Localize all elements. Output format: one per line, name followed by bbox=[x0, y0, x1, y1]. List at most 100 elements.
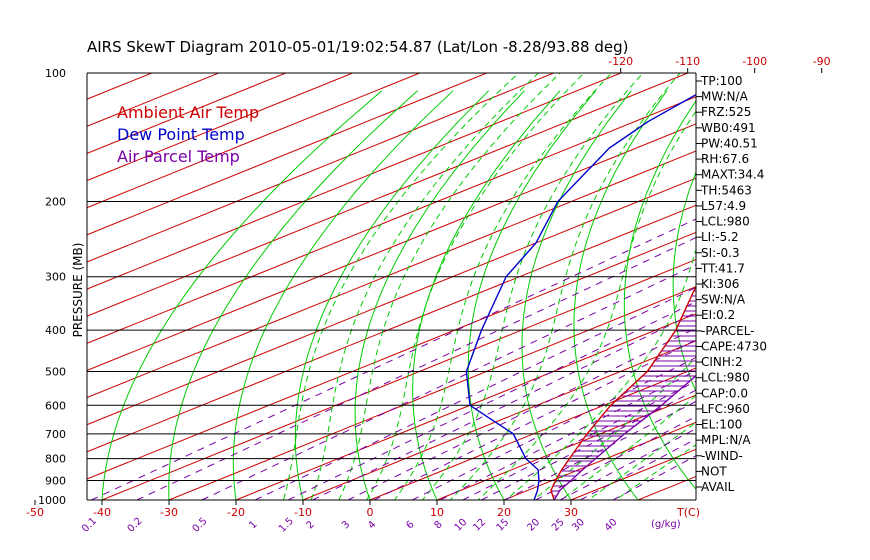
mixing-ratio-line bbox=[412, 356, 696, 500]
mixing-ratio-line bbox=[462, 380, 696, 500]
isotherm-line bbox=[87, 231, 696, 480]
pressure-tick-label: 800 bbox=[45, 453, 66, 466]
isotherm-line bbox=[772, 73, 870, 500]
bottom-temp-tick-label: 10 bbox=[430, 506, 444, 519]
mixing-ratio-line bbox=[580, 438, 696, 500]
dry-adiabat-line bbox=[467, 90, 597, 500]
bottom-temp-tick-label: -40 bbox=[93, 506, 111, 519]
mixing-ratio-line bbox=[255, 286, 696, 500]
mixing-ratio-tick-label: 4 bbox=[366, 519, 378, 531]
stability-index-label: EL:100 bbox=[701, 418, 742, 432]
chart-title: AIRS SkewT Diagram 2010-05-01/19:02:54.8… bbox=[87, 38, 628, 56]
legend-entry: Dew Point Temp bbox=[117, 125, 245, 144]
stability-index-label: LFC:960 bbox=[701, 402, 750, 416]
mixing-ratio-tick-label: 12 bbox=[471, 517, 488, 534]
isotherm-line bbox=[101, 258, 696, 500]
legend-entry: Ambient Air Temp bbox=[117, 103, 259, 122]
isotherm-line bbox=[302, 340, 696, 500]
bottom-temp-tick-label: 30 bbox=[564, 506, 578, 519]
stability-index-label: RH:67.6 bbox=[701, 152, 749, 166]
isotherm-line bbox=[436, 394, 696, 500]
bottom-temp-tick-label: 0 bbox=[367, 506, 374, 519]
isotherm-line bbox=[87, 73, 688, 317]
mixing-ratio-tick-label: 8 bbox=[433, 519, 445, 531]
mixing-ratio-tick-label: 40 bbox=[603, 517, 620, 534]
dry-adiabat-line bbox=[811, 91, 870, 509]
dry-adiabat-line bbox=[573, 90, 668, 500]
series-line-dew-point-temp bbox=[465, 93, 696, 500]
mixing-ratio-tick-label: 25 bbox=[550, 517, 567, 534]
stability-index-label: AVAIL bbox=[701, 480, 735, 494]
moist-adiabat-line bbox=[282, 73, 520, 500]
mixing-ratio-line bbox=[481, 389, 696, 500]
isotherm-line bbox=[87, 73, 353, 182]
dry-adiabat-line bbox=[412, 90, 561, 500]
stability-index-label: L57:4.9 bbox=[701, 199, 746, 213]
mixing-ratio-line bbox=[288, 301, 696, 500]
top-temp-tick-label: -90 bbox=[813, 55, 831, 68]
stability-index-label: -WIND- bbox=[701, 449, 743, 463]
dry-adiabat-line bbox=[623, 99, 696, 491]
stability-index-label: KI:306 bbox=[701, 277, 739, 291]
isotherm-line bbox=[87, 73, 487, 236]
stability-index-label: EI:0.2 bbox=[701, 308, 735, 322]
mixing-ratio-line bbox=[91, 218, 696, 500]
grid-lines bbox=[87, 73, 870, 509]
stability-index-label: SW:N/A bbox=[701, 293, 746, 307]
isotherm-line bbox=[87, 73, 554, 263]
dry-adiabat-line bbox=[672, 170, 696, 393]
stability-index-label: MW:N/A bbox=[701, 90, 749, 104]
bottom-temp-tick-label: 20 bbox=[497, 506, 511, 519]
mixing-ratio-tick-label: 1 bbox=[247, 519, 259, 531]
mixing-ratio-tick-label: 0.5 bbox=[191, 516, 210, 535]
legend-entry: Air Parcel Temp bbox=[117, 147, 240, 166]
mixing-ratio-tick-label: 30 bbox=[570, 517, 587, 534]
pressure-tick-label: 700 bbox=[45, 428, 66, 441]
moist-adiabat-line bbox=[614, 444, 696, 500]
stability-index-label: LCL:980 bbox=[701, 371, 750, 385]
moist-adiabat-line bbox=[449, 73, 681, 500]
stability-index-label: LI:-5.2 bbox=[701, 230, 739, 244]
stability-index-label: FRZ:525 bbox=[701, 105, 751, 119]
moist-adiabat-line bbox=[310, 73, 539, 500]
mixing-ratio-tick-label: 20 bbox=[525, 517, 542, 534]
dry-adiabat-line bbox=[294, 90, 490, 500]
pressure-tick-label: 600 bbox=[45, 399, 66, 412]
stability-index-label: PW:40.51 bbox=[701, 136, 758, 150]
moist-adiabat-line bbox=[338, 73, 561, 500]
moist-adiabat-line bbox=[393, 73, 612, 500]
stability-index-label: MPL:N/A bbox=[701, 433, 751, 447]
mixing-ratio-tick-label: 2 bbox=[305, 519, 317, 531]
stability-index-label: LCL:980 bbox=[701, 215, 750, 229]
dry-adiabat-line bbox=[232, 90, 454, 500]
dry-adiabat-line bbox=[767, 91, 870, 509]
moist-adiabat-line bbox=[532, 356, 696, 500]
bottom-temp-tick-label: -30 bbox=[160, 506, 178, 519]
stability-index-label: CAPE:4730 bbox=[701, 339, 767, 353]
pressure-tick-label: 1000 bbox=[38, 494, 66, 507]
isotherm-line bbox=[369, 367, 696, 500]
mixing-ratio-tick-label: 3 bbox=[340, 519, 352, 531]
legend: Ambient Air Temp Dew Point Temp Air Parcel… bbox=[117, 103, 259, 166]
stability-index-label: TT:41.7 bbox=[700, 261, 745, 275]
isotherm-line bbox=[87, 96, 696, 344]
mixing-ratio-tick-label: 15 bbox=[495, 517, 512, 534]
isotherm-line bbox=[87, 177, 696, 426]
mixing-ratio-tick-label: 6 bbox=[404, 519, 416, 531]
mixing-ratio-tick-label: 0.2 bbox=[126, 516, 145, 535]
pressure-tick-label: 400 bbox=[45, 324, 66, 337]
dry-adiabat-line bbox=[101, 90, 383, 500]
isotherm-line bbox=[87, 204, 696, 453]
mixing-ratio-line bbox=[136, 237, 696, 500]
mixing-ratio-unit-label: (g/kg) bbox=[651, 519, 681, 530]
stability-index-label: CINH:2 bbox=[701, 355, 743, 369]
stability-index-label: CAP:0.0 bbox=[701, 386, 748, 400]
bottom-temp-tick-label: -50 bbox=[26, 506, 44, 519]
top-temp-tick-label: -120 bbox=[608, 55, 633, 68]
dry-adiabat-line bbox=[168, 90, 418, 500]
stability-index-label: WB0:491 bbox=[701, 121, 756, 135]
series-line-air-parcel-temp bbox=[553, 374, 696, 500]
moist-adiabat-line bbox=[421, 73, 644, 500]
pressure-tick-label: 100 bbox=[45, 67, 66, 80]
